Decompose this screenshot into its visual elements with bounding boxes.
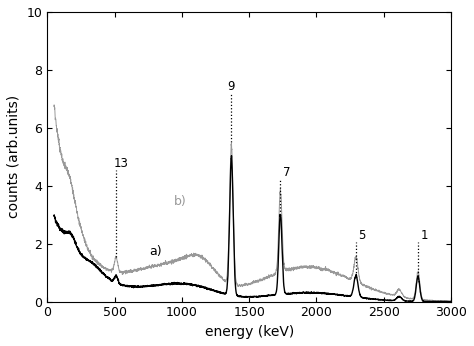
Y-axis label: counts (arb.units): counts (arb.units) [7, 95, 21, 218]
Text: 7: 7 [283, 165, 291, 179]
Text: a): a) [150, 245, 162, 258]
X-axis label: energy (keV): energy (keV) [205, 325, 294, 339]
Text: 5: 5 [358, 229, 366, 242]
Text: 9: 9 [228, 80, 235, 93]
Text: 1: 1 [420, 229, 428, 242]
Text: b): b) [174, 194, 187, 208]
Text: 13: 13 [114, 157, 129, 170]
